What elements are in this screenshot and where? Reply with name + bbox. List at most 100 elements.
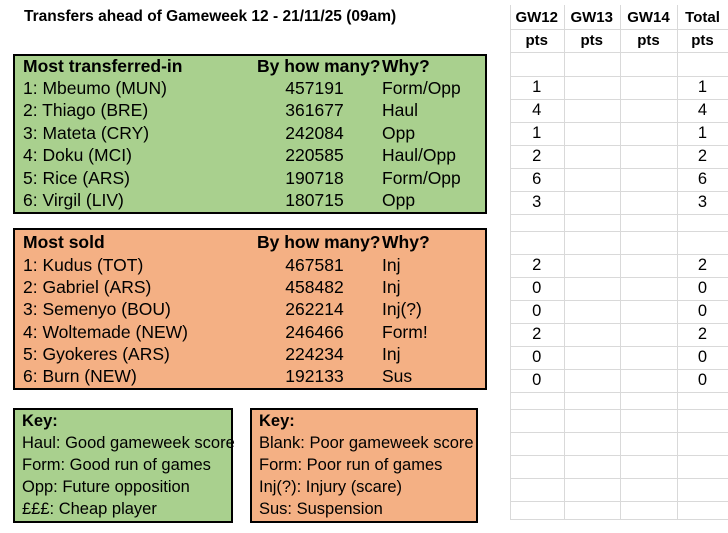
transferred-in-count-cell[interactable]: 190718 — [285, 167, 344, 188]
transferred-in-player-cell[interactable]: 4: Doku (MCI) — [23, 145, 132, 166]
transferred-in-count-cell[interactable]: 242084 — [285, 122, 344, 143]
pts-sold-row4-total[interactable]: 2 — [697, 325, 708, 343]
sold-count-cell[interactable]: 467581 — [285, 254, 344, 275]
transferred-in-row-6: 6: Virgil (LIV) 180715 Opp — [15, 190, 485, 213]
sold-player-cell[interactable]: 3: Semenyo (BOU) — [23, 299, 171, 320]
sold-count-cell[interactable]: 224234 — [285, 343, 344, 364]
gridline-h — [510, 52, 728, 53]
key-orange-line-form[interactable]: Form: Poor run of games — [259, 456, 443, 474]
pts-in-row5-total[interactable]: 6 — [697, 170, 708, 188]
gridline-h — [510, 191, 728, 192]
transferred-in-why-cell[interactable]: Opp — [382, 122, 416, 143]
key-green-line-opp[interactable]: Opp: Future opposition — [22, 478, 190, 496]
sold-why-cell[interactable]: Inj — [382, 276, 401, 297]
sold-count-cell[interactable]: 192133 — [285, 366, 344, 387]
pts-sold-row3-gw12[interactable]: 0 — [532, 302, 542, 320]
transferred-in-why-cell[interactable]: Form/Opp — [382, 167, 461, 188]
pts-in-row6-total[interactable]: 3 — [697, 193, 708, 211]
pts-sold-row3-total[interactable]: 0 — [697, 302, 708, 320]
transferred-in-row-2: 2: Thiago (BRE) 361677 Haul — [15, 100, 485, 123]
gridline-h — [510, 29, 728, 30]
sold-why-cell[interactable]: Sus — [382, 366, 413, 387]
pts-sold-row2-total[interactable]: 0 — [697, 279, 708, 297]
sold-player-cell[interactable]: 1: Kudus (TOT) — [23, 254, 144, 275]
pts-in-row4-total[interactable]: 2 — [697, 147, 708, 165]
sold-row-6: 6: Burn (NEW) 192133 Sus — [15, 366, 485, 388]
sold-header-why[interactable]: Why? — [382, 231, 430, 252]
key-orange-line-blank[interactable]: Blank: Poor gameweek score — [259, 434, 474, 452]
transferred-in-count-cell[interactable]: 361677 — [285, 100, 344, 121]
col-header-gw12[interactable]: GW12 — [515, 9, 558, 26]
transferred-in-why-cell[interactable]: Haul/Opp — [382, 145, 456, 166]
transferred-in-player-cell[interactable]: 3: Mateta (CRY) — [23, 122, 150, 143]
col-header-gw14[interactable]: GW14 — [627, 9, 670, 26]
sold-why-cell[interactable]: Inj(?) — [382, 299, 422, 320]
pts-sold-row1-gw12[interactable]: 2 — [532, 256, 542, 274]
pts-in-row5-gw12[interactable]: 6 — [532, 170, 542, 188]
pts-sold-row1-total[interactable]: 2 — [697, 256, 708, 274]
transferred-in-player-cell[interactable]: 2: Thiago (BRE) — [23, 100, 149, 121]
key-orange-line-inj[interactable]: Inj(?): Injury (scare) — [259, 478, 403, 496]
sold-count-cell[interactable]: 458482 — [285, 276, 344, 297]
pts-sold-row6-total[interactable]: 0 — [697, 371, 708, 389]
pts-in-row1-gw12[interactable]: 1 — [532, 78, 542, 96]
pts-sold-row5-gw12[interactable]: 0 — [532, 348, 542, 366]
transferred-in-count-cell[interactable]: 220585 — [285, 145, 344, 166]
key-green-line-form[interactable]: Form: Good run of games — [22, 456, 211, 474]
transferred-in-player-cell[interactable]: 5: Rice (ARS) — [23, 167, 130, 188]
col-subheader-pts-total[interactable]: pts — [691, 32, 714, 49]
sold-row-3: 3: Semenyo (BOU) 262214 Inj(?) — [15, 299, 485, 321]
transferred-in-why-cell[interactable]: Haul — [382, 100, 418, 121]
gridline-v — [510, 5, 511, 519]
col-subheader-pts-gw13[interactable]: pts — [580, 32, 604, 49]
transferred-in-player-cell[interactable]: 1: Mbeumo (MUN) — [23, 77, 167, 98]
col-subheader-pts-gw12[interactable]: pts — [525, 32, 549, 49]
transferred-in-header-name[interactable]: Most transferred-in — [23, 56, 183, 76]
col-header-gw13[interactable]: GW13 — [570, 9, 613, 26]
gridline-h — [510, 145, 728, 146]
key-green-line-cheap[interactable]: £££: Cheap player — [22, 500, 157, 518]
transferred-in-header-row: Most transferred-in By how many? Why? — [15, 56, 485, 77]
gridline-h — [510, 300, 728, 301]
key-orange-line-sus[interactable]: Sus: Suspension — [259, 500, 383, 518]
col-subheader-pts-gw14[interactable]: pts — [637, 32, 660, 49]
pts-sold-row2-gw12[interactable]: 0 — [532, 279, 542, 297]
pts-in-row1-total[interactable]: 1 — [697, 78, 708, 96]
pts-in-row2-gw12[interactable]: 4 — [532, 101, 542, 119]
key-green-line-haul[interactable]: Haul: Good gameweek score — [22, 434, 235, 452]
sold-why-cell[interactable]: Form! — [382, 321, 428, 342]
pts-in-row4-gw12[interactable]: 2 — [532, 147, 542, 165]
sold-why-cell[interactable]: Inj — [382, 254, 401, 275]
pts-sold-row5-total[interactable]: 0 — [697, 348, 708, 366]
col-header-total[interactable]: Total — [685, 9, 720, 26]
pts-in-row2-total[interactable]: 4 — [697, 101, 708, 119]
transferred-in-player-cell[interactable]: 6: Virgil (LIV) — [23, 190, 124, 211]
transferred-in-rows: 1: Mbeumo (MUN) 457191 Form/Opp 2: Thiago (… — [15, 77, 485, 212]
key-green-title[interactable]: Key: — [22, 412, 58, 430]
transferred-in-why-cell[interactable]: Opp — [382, 190, 416, 211]
sold-player-cell[interactable]: 2: Gabriel (ARS) — [23, 276, 152, 297]
transferred-in-table: Most transferred-in By how many? Why? 1:… — [13, 54, 487, 214]
sold-count-cell[interactable]: 262214 — [285, 299, 344, 320]
key-orange-title[interactable]: Key: — [259, 412, 295, 430]
transferred-in-why-cell[interactable]: Form/Opp — [382, 77, 461, 98]
transferred-in-count-cell[interactable]: 180715 — [285, 190, 344, 211]
transferred-in-count-cell[interactable]: 457191 — [285, 77, 344, 98]
pts-in-row3-gw12[interactable]: 1 — [532, 124, 542, 142]
sold-count-cell[interactable]: 246466 — [285, 321, 344, 342]
sold-player-cell[interactable]: 5: Gyokeres (ARS) — [23, 343, 170, 364]
sold-header-name[interactable]: Most sold — [23, 231, 105, 252]
sold-player-cell[interactable]: 4: Woltemade (NEW) — [23, 321, 188, 342]
sold-row-1: 1: Kudus (TOT) 467581 Inj — [15, 254, 485, 276]
page-title: Transfers ahead of Gameweek 12 - 21/11/2… — [24, 8, 397, 25]
sold-why-cell[interactable]: Inj — [382, 343, 401, 364]
transferred-in-header-count[interactable]: By how many? — [257, 56, 381, 76]
transferred-in-row-3: 3: Mateta (CRY) 242084 Opp — [15, 122, 485, 145]
sold-header-count[interactable]: By how many? — [257, 231, 381, 252]
transferred-in-header-why[interactable]: Why? — [382, 56, 430, 76]
pts-in-row3-total[interactable]: 1 — [697, 124, 708, 142]
pts-in-row6-gw12[interactable]: 3 — [532, 193, 542, 211]
pts-sold-row4-gw12[interactable]: 2 — [532, 325, 542, 343]
pts-sold-row6-gw12[interactable]: 0 — [532, 371, 542, 389]
sold-player-cell[interactable]: 6: Burn (NEW) — [23, 366, 137, 387]
